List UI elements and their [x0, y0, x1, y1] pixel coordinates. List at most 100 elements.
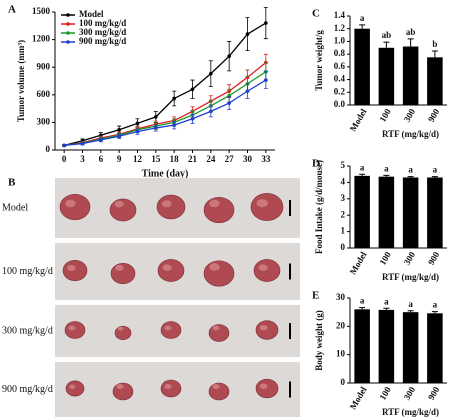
- tumor: [160, 321, 182, 339]
- data-point: [117, 127, 121, 132]
- bar: [402, 312, 419, 383]
- tumor-highlight: [164, 384, 172, 389]
- tumor: [65, 380, 85, 397]
- data-point: [117, 134, 121, 138]
- bar: [427, 57, 443, 105]
- panel-label: C: [312, 8, 320, 20]
- x-tick-label: 300: [402, 385, 418, 402]
- bar: [402, 177, 419, 248]
- y-tick-label: 1.0: [334, 35, 346, 45]
- x-tick-label: 300: [402, 250, 418, 267]
- tumor-highlight: [69, 384, 76, 390]
- y-axis-label: Tumor volume (mm³): [16, 40, 26, 122]
- tumor-highlight: [209, 263, 220, 271]
- x-axis-label: Time (day): [142, 168, 189, 179]
- y-tick-label: 600: [37, 89, 51, 99]
- y-tick-label: 2: [341, 209, 346, 219]
- data-point: [154, 115, 158, 119]
- significance-letter: a: [360, 296, 365, 306]
- data-point: [154, 126, 158, 130]
- tumor-highlight: [259, 324, 268, 331]
- legend-marker: [66, 22, 70, 26]
- data-point: [227, 54, 231, 58]
- series-line: [64, 62, 267, 147]
- tumor-highlight: [68, 325, 76, 331]
- error-bar: [359, 173, 366, 176]
- data-point: [135, 129, 140, 134]
- legend-label: 900 mg/kg/d: [79, 36, 126, 46]
- x-tick-label: Model: [348, 385, 369, 412]
- tumor-highlight: [117, 326, 124, 331]
- significance-letter: a: [433, 300, 438, 310]
- data-point: [264, 78, 268, 82]
- tumor-highlight: [115, 264, 124, 271]
- y-tick-label: 1500: [32, 6, 51, 16]
- error-bar: [359, 307, 366, 310]
- row-label: 100 mg/kg/d: [2, 266, 53, 277]
- x-tick-label: 100: [377, 385, 393, 402]
- legend-marker: [66, 31, 70, 35]
- x-tick-label: 100: [377, 107, 393, 124]
- tumor-highlight: [65, 199, 76, 208]
- data-point: [190, 116, 195, 121]
- error-bar: [407, 176, 414, 178]
- data-point: [209, 109, 213, 114]
- error-bar: [407, 38, 414, 47]
- x-tick-label: 900: [426, 385, 442, 402]
- legend-label: Model: [79, 9, 104, 19]
- tumor: [160, 379, 182, 398]
- y-tick-label: 0: [46, 144, 51, 154]
- tumor-highlight: [67, 264, 76, 271]
- row-label: 300 mg/kg/d: [2, 325, 53, 336]
- y-tick-label: 3: [341, 193, 346, 203]
- error-bar: [407, 310, 414, 313]
- x-tick-label: 300: [402, 107, 418, 124]
- significance-letter: a: [384, 163, 389, 173]
- y-tick-label: 0: [341, 377, 346, 387]
- tumor-highlight: [116, 384, 124, 389]
- significance-letter: a: [360, 162, 365, 172]
- tumor-highlight: [161, 200, 172, 208]
- tumor: [64, 321, 86, 339]
- x-tick-label: 30: [243, 154, 253, 164]
- tumor: [250, 193, 284, 221]
- bar: [402, 46, 419, 105]
- bar: [427, 177, 443, 248]
- y-tick-label: 0: [341, 242, 346, 252]
- tumor: [109, 198, 137, 222]
- data-point: [209, 71, 213, 76]
- tumor-highlight: [212, 325, 220, 331]
- y-axis-label: Food Intake (g/d/mouse): [314, 160, 324, 254]
- tumor-highlight: [162, 264, 172, 271]
- data-point: [264, 21, 268, 25]
- significance-letter: a: [408, 299, 413, 309]
- y-tick-label: 1.4: [334, 10, 346, 20]
- x-tick-label: 6: [99, 154, 104, 164]
- x-tick-label: 33: [261, 154, 271, 164]
- tumor-highlight: [256, 199, 268, 208]
- data-point: [190, 87, 195, 92]
- significance-letter: a: [408, 165, 413, 175]
- x-tick-label: 0: [62, 154, 67, 164]
- x-tick-label: Model: [348, 107, 369, 134]
- panel-label: A: [8, 4, 16, 16]
- x-axis-label: RTF (mg/kg/d): [382, 407, 439, 417]
- tumor: [62, 259, 88, 281]
- x-tick-label: 21: [188, 154, 198, 164]
- significance-letter: b: [432, 39, 437, 49]
- series-line: [64, 71, 267, 147]
- bar: [378, 47, 395, 105]
- error-bar: [431, 176, 438, 178]
- series-line: [64, 22, 267, 147]
- x-axis-label: RTF (mg/kg/d): [382, 272, 439, 282]
- x-tick-label: 100: [377, 250, 393, 267]
- legend-label: 100 mg/kg/d: [79, 18, 126, 28]
- data-point: [245, 32, 250, 36]
- y-tick-label: 0.8: [334, 48, 346, 58]
- tumor-highlight: [259, 383, 268, 389]
- tumor: [59, 193, 91, 221]
- tumor: [203, 196, 235, 224]
- data-point: [62, 143, 66, 148]
- y-tick-label: 0.0: [334, 99, 346, 109]
- data-point: [135, 121, 140, 126]
